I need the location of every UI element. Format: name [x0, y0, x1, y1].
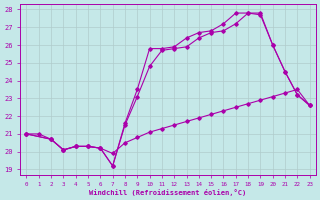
X-axis label: Windchill (Refroidissement éolien,°C): Windchill (Refroidissement éolien,°C) — [90, 189, 247, 196]
